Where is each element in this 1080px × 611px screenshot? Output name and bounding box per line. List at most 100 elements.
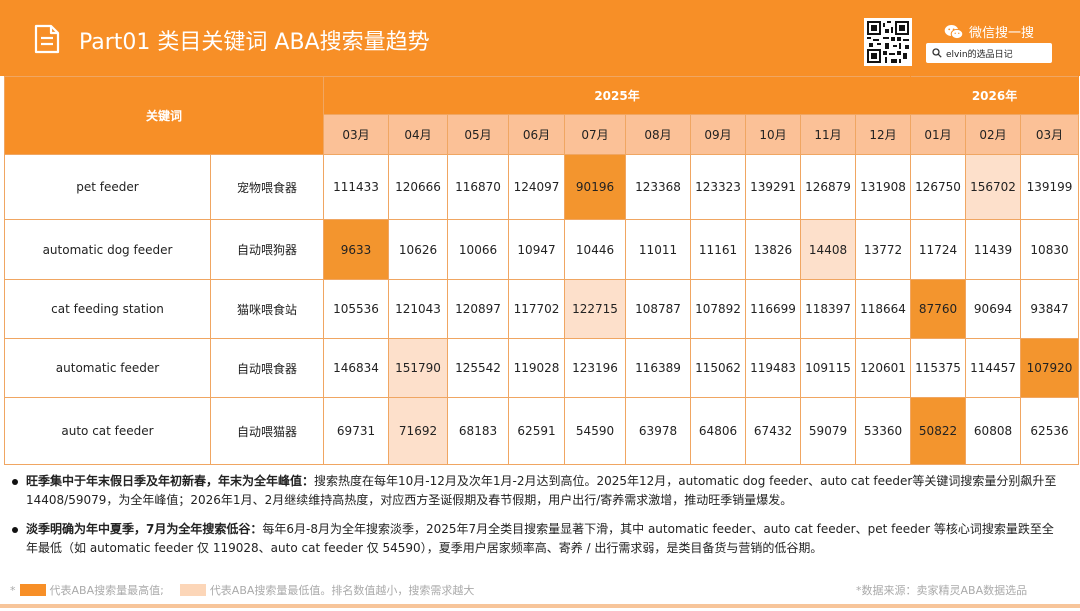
value-cell-lowest: 71692 (388, 397, 449, 465)
wechat-icon (944, 24, 964, 39)
value-cell: 107892 (690, 279, 747, 339)
value-cell-highest: 90196 (564, 154, 627, 220)
value-cell: 68183 (447, 397, 510, 465)
wechat-search-label: 微信搜一搜 (944, 22, 1034, 41)
value-cell: 10830 (1020, 219, 1080, 280)
wechat-search-text: 微信搜一搜 (969, 26, 1035, 41)
month-header: 12月 (855, 114, 912, 155)
note-off-season: 淡季明确为年中夏季，7月为全年搜索低谷：每年6月-8月为全年搜索淡季，2025年… (12, 520, 1062, 558)
month-header: 01月 (910, 114, 967, 155)
value-cell: 119028 (508, 338, 566, 398)
value-cell: 123323 (690, 154, 747, 220)
year-header-row: 关键词 2025年 2026年 (3, 76, 1080, 155)
value-cell: 109115 (800, 338, 857, 398)
value-cell: 59079 (800, 397, 857, 465)
month-header: 03月 (323, 114, 390, 155)
keyword-cn: 自动喂狗器 (209, 219, 325, 280)
value-cell: 60808 (965, 397, 1022, 465)
note-peak-text: 搜索热度在每年10月-12月及次年1月-2月达到高位。2025年12月，auto… (26, 474, 1057, 507)
value-cell: 125542 (447, 338, 510, 398)
keyword-en: auto cat feeder (4, 397, 211, 465)
value-cell: 53360 (855, 397, 912, 465)
month-header: 11月 (800, 114, 857, 155)
value-cell: 10066 (447, 219, 510, 280)
keyword-cn: 宠物喂食器 (209, 154, 325, 220)
month-header: 10月 (745, 114, 802, 155)
value-cell: 10947 (508, 219, 566, 280)
value-cell: 139199 (1020, 154, 1080, 220)
value-cell: 108787 (625, 279, 692, 339)
keyword-en: automatic feeder (4, 338, 211, 398)
year-header-2026: 2026年 (910, 76, 1080, 115)
legend-low-swatch (179, 584, 206, 596)
month-header: 09月 (690, 114, 747, 155)
year-header-2025: 2025年 (323, 76, 912, 115)
value-cell: 139291 (745, 154, 802, 220)
value-cell: 146834 (323, 338, 390, 398)
value-cell: 62536 (1020, 397, 1080, 465)
month-header: 06月 (508, 114, 566, 155)
legend-prefix: * (10, 583, 16, 597)
value-cell: 120897 (447, 279, 510, 339)
note-peak-title: 旺季集中于年末假日季及年初新春，年末为全年峰值： (26, 474, 315, 488)
keyword-header: 关键词 (3, 76, 325, 155)
value-cell: 90694 (965, 279, 1022, 339)
page-title: Part01 类目关键词 ABA搜索量趋势 (79, 30, 430, 55)
keyword-en: automatic dog feeder (4, 219, 211, 280)
value-cell-highest: 107920 (1020, 338, 1080, 398)
keyword-cn: 自动喂食器 (209, 338, 325, 398)
value-cell: 117702 (508, 279, 566, 339)
table-row: cat feeding station 猫咪喂食站 105536 121043 1208… (4, 279, 1080, 339)
value-cell: 119483 (745, 338, 802, 398)
value-cell: 93847 (1020, 279, 1080, 339)
legend-low-label: 代表ABA搜索量最低值。排名数值越小，搜索需求越大 (209, 584, 475, 597)
value-cell: 116870 (447, 154, 510, 220)
search-icon (932, 48, 942, 58)
value-cell: 13826 (745, 219, 802, 280)
value-cell: 13772 (855, 219, 912, 280)
value-cell: 105536 (323, 279, 390, 339)
value-cell: 63978 (625, 397, 692, 465)
month-header: 04月 (388, 114, 449, 155)
bullet-icon (12, 527, 18, 533)
note-off-title: 淡季明确为年中夏季，7月为全年搜索低谷： (26, 522, 263, 536)
value-cell: 118397 (800, 279, 857, 339)
value-cell-highest: 9633 (323, 219, 390, 280)
value-cell: 120601 (855, 338, 912, 398)
keyword-cn: 自动喂猫器 (209, 397, 325, 465)
value-cell: 123368 (625, 154, 692, 220)
value-cell: 126750 (910, 154, 967, 220)
value-cell: 11439 (965, 219, 1022, 280)
bottom-divider (0, 604, 1080, 608)
month-header: 05月 (447, 114, 510, 155)
value-cell: 124097 (508, 154, 566, 220)
legend-high-swatch (19, 584, 46, 596)
note-peak-season: 旺季集中于年末假日季及年初新春，年末为全年峰值：搜索热度在每年10月-12月及次… (12, 472, 1062, 510)
bullet-icon (12, 479, 18, 485)
value-cell: 120666 (388, 154, 449, 220)
value-cell: 115062 (690, 338, 747, 398)
search-query: elvin的选品日记 (946, 49, 1013, 60)
table-row: pet feeder 宠物喂食器 111433 120666 116870 124097 9… (4, 154, 1080, 220)
keyword-cn: 猫咪喂食站 (209, 279, 325, 339)
qr-code-icon (864, 18, 912, 66)
value-cell-lowest: 14408 (800, 219, 857, 280)
table-row: automatic feeder 自动喂食器 146834 151790 125542 1… (4, 338, 1080, 398)
month-header-row: 03月 04月 05月 06月 07月 08月 09月 10月 11月 12月 01月 02月 03月 (5, 114, 1080, 155)
value-cell: 111433 (323, 154, 390, 220)
table-row: auto cat feeder 自动喂猫器 69731 71692 68183 62591… (4, 397, 1080, 465)
analysis-notes: 旺季集中于年末假日季及年初新春，年末为全年峰值：搜索热度在每年10月-12月及次… (12, 472, 1062, 558)
value-cell-lowest: 122715 (564, 279, 627, 339)
month-header: 07月 (564, 114, 627, 155)
value-cell: 118664 (855, 279, 912, 339)
value-cell: 11011 (625, 219, 692, 280)
value-cell-lowest: 151790 (388, 338, 449, 398)
legend-high-label: 代表ABA搜索量最高值; (49, 584, 164, 597)
value-cell: 10446 (564, 219, 627, 280)
wechat-search-box[interactable]: elvin的选品日记 (926, 43, 1052, 63)
keyword-en: pet feeder (4, 154, 211, 220)
value-cell: 116389 (625, 338, 692, 398)
data-source: *数据来源：卖家精灵ABA数据选品 (856, 584, 1028, 597)
keyword-trend-table: 关键词 2025年 2026年 03月 04月 05月 06月 07月 08月 09月 10月… (3, 76, 1080, 465)
value-cell: 64806 (690, 397, 747, 465)
